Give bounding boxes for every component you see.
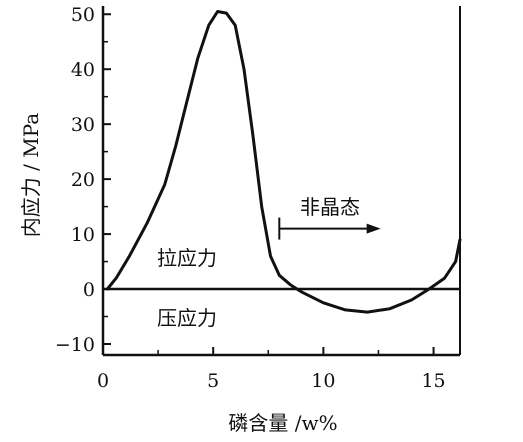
series-line — [105, 10, 462, 314]
annotation-compressive: 压应力 — [157, 306, 217, 330]
x-tick-label: 10 — [311, 370, 335, 392]
data-series — [105, 10, 462, 314]
x-tick-label: 5 — [207, 370, 219, 392]
x-tick-label: 0 — [97, 370, 109, 392]
y-axis-label: 内应力 / MPa — [19, 113, 43, 237]
y-tick-label: 40 — [71, 59, 95, 81]
annotation-amorphous: 非晶态 — [300, 195, 360, 219]
ticks — [102, 13, 435, 355]
y-tick-label: 10 — [71, 224, 95, 246]
y-tick-label: 50 — [71, 4, 95, 26]
y-tick-label: 30 — [71, 114, 95, 136]
y-tick-label: 0 — [83, 279, 95, 301]
x-axis-label: 磷含量 /w% — [228, 411, 337, 435]
y-tick-label: −10 — [55, 334, 95, 356]
axes — [101, 6, 461, 357]
x-tick-label: 15 — [421, 370, 445, 392]
arrow-head — [366, 223, 381, 234]
y-tick-label: 20 — [71, 169, 95, 191]
annotation-tensile: 拉应力 — [157, 246, 217, 270]
amorphous-arrow — [278, 217, 381, 240]
